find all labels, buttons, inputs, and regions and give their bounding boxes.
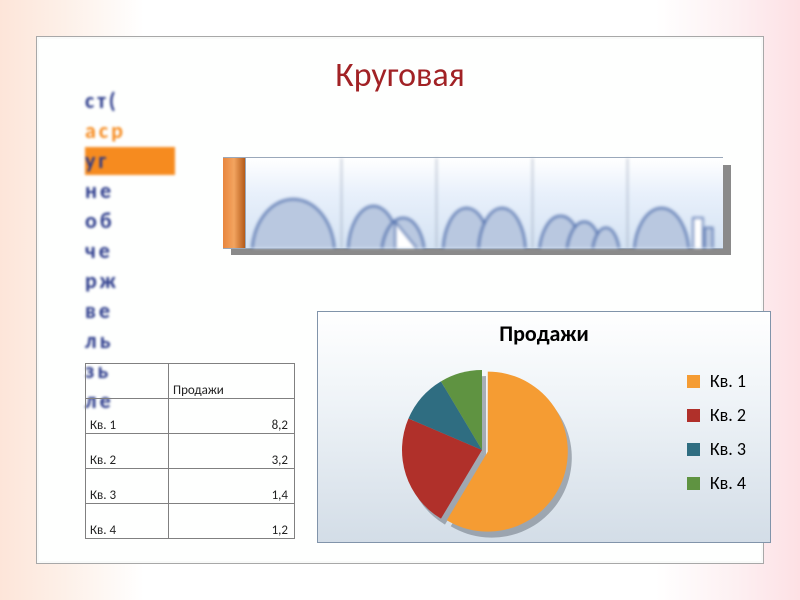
wordart-line: не <box>85 177 175 205</box>
table-cell-label: Кв. 4 <box>86 504 169 539</box>
pie-type-cell[interactable] <box>437 158 533 248</box>
legend-swatch <box>687 375 700 388</box>
pie-type-cell[interactable] <box>246 158 342 248</box>
strip-rail <box>223 158 246 248</box>
wordart-line: уг <box>85 147 175 175</box>
pie-svg <box>382 360 602 550</box>
pie-type-cell[interactable] <box>628 158 723 248</box>
pie-type-cell[interactable] <box>533 158 629 248</box>
pie-legend: Кв. 1 Кв. 2 Кв. 3 Кв. 4 <box>687 370 746 506</box>
table-header-blank <box>86 364 169 399</box>
table-cell-value: 3,2 <box>169 434 295 469</box>
pie-type-strip <box>223 157 723 247</box>
legend-label: Кв. 3 <box>710 438 746 460</box>
table-row: Кв. 31,4 <box>86 469 295 504</box>
pie-holder <box>382 360 602 555</box>
legend-label: Кв. 2 <box>710 404 746 426</box>
table-cell-label: Кв. 2 <box>86 434 169 469</box>
wordart-line: об <box>85 207 175 235</box>
legend-label: Кв. 4 <box>710 472 746 494</box>
table-cell-label: Кв. 3 <box>86 469 169 504</box>
legend-item: Кв. 3 <box>687 438 746 460</box>
pie-type-cell[interactable] <box>342 158 438 248</box>
pie-chart-card: Продажи Кв. 1 Кв. 2 Кв. 3 Кв. 4 <box>317 311 771 543</box>
wordart-line: ст( <box>85 87 175 115</box>
slide-panel: Круговая ст(асругнеобчержвельзьле Продаж… <box>36 36 764 564</box>
table-row: Кв. 23,2 <box>86 434 295 469</box>
legend-swatch <box>687 443 700 456</box>
wordart-line: че <box>85 237 175 265</box>
legend-swatch <box>687 477 700 490</box>
wordart-line: аср <box>85 117 175 145</box>
legend-item: Кв. 1 <box>687 370 746 392</box>
table-row: Кв. 18,2 <box>86 399 295 434</box>
legend-item: Кв. 4 <box>687 472 746 494</box>
wordart-line: ль <box>85 327 175 355</box>
legend-item: Кв. 2 <box>687 404 746 426</box>
slide-background: Круговая ст(асругнеобчержвельзьле Продаж… <box>0 0 800 600</box>
table-cell-value: 1,2 <box>169 504 295 539</box>
table-cell-value: 1,4 <box>169 469 295 504</box>
legend-swatch <box>687 409 700 422</box>
strip-body <box>223 157 723 249</box>
legend-label: Кв. 1 <box>710 370 746 392</box>
wordart-line: рж <box>85 267 175 295</box>
pie-chart-title: Продажи <box>318 320 770 347</box>
table-row: Кв. 41,2 <box>86 504 295 539</box>
data-table: Продажи Кв. 18,2Кв. 23,2Кв. 31,4Кв. 41,2 <box>85 363 295 539</box>
table-cell-label: Кв. 1 <box>86 399 169 434</box>
table-header-row: Продажи <box>86 364 295 399</box>
table-cell-value: 8,2 <box>169 399 295 434</box>
wordart-line: ве <box>85 297 175 325</box>
table-header: Продажи <box>169 364 295 399</box>
